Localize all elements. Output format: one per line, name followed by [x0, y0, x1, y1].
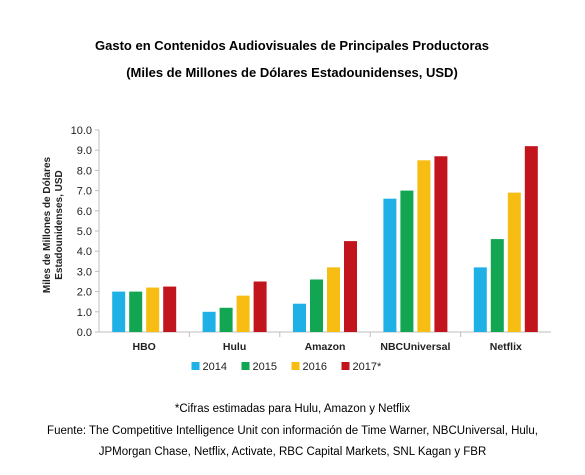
- bar-amazon-2016: [327, 267, 340, 332]
- bar-netflix-2016: [507, 192, 521, 332]
- footnote-estimates: *Cifras estimadas para Hulu, Amazon y Ne…: [174, 403, 411, 415]
- legend-label: 2015: [253, 361, 277, 373]
- plot-area: 0.0 1.0 2.0 3.0 4.0 5.0 6.0 7.0 8.0 9.0 10.0 HBO Hul…: [71, 125, 551, 373]
- bar-amazon-2014: [293, 303, 306, 332]
- bar-hulu-2014: [202, 311, 216, 332]
- bar-hbo-2015: [129, 291, 143, 332]
- legend-swatch: [291, 362, 300, 370]
- bar-hulu-2016: [236, 295, 250, 332]
- bar-nbcuniversal-2014: [383, 198, 397, 332]
- x-category-label: Hulu: [223, 341, 246, 353]
- y-axis-label-line1: Miles de Millones de Dólares: [42, 156, 53, 293]
- x-category-label: Amazon: [305, 341, 346, 353]
- bar-amazon-2015: [310, 279, 323, 332]
- bar-hbo-2017: [163, 286, 177, 332]
- x-category-label: HBO: [133, 341, 156, 353]
- legend-label: 2014: [203, 361, 227, 373]
- y-tick-label: 1.0: [77, 307, 92, 319]
- y-axis-label-line2: Estadounidenses, USD: [54, 170, 65, 279]
- legend-swatch: [341, 362, 350, 370]
- y-tick-label: 8.0: [77, 165, 92, 177]
- y-tick-label: 5.0: [77, 226, 92, 238]
- x-category-label: Netflix: [490, 341, 522, 353]
- legend-label: 2016: [303, 361, 327, 373]
- bar-hbo-2016: [146, 287, 160, 332]
- bar-hulu-2017: [253, 281, 267, 332]
- y-tick-label: 2.0: [77, 287, 92, 299]
- legend-label: 2017*: [353, 361, 382, 373]
- bar-netflix-2017: [524, 146, 538, 332]
- y-tick-label: 0.0: [77, 327, 92, 339]
- y-tick-label: 4.0: [77, 246, 92, 258]
- bar-hbo-2014: [112, 291, 126, 332]
- legend-swatch: [191, 362, 200, 370]
- bar-chart: Gasto en Contenidos Audiovisuales de Pri…: [42, 38, 551, 373]
- y-tick-label: 10.0: [71, 125, 92, 137]
- bar-hulu-2015: [219, 307, 233, 332]
- chart-title: Gasto en Contenidos Audiovisuales de Pri…: [95, 38, 489, 53]
- x-category-label: NBCUniversal: [380, 341, 450, 353]
- bar-amazon-2017: [344, 241, 357, 332]
- bar-netflix-2015: [490, 239, 504, 332]
- y-tick-label: 9.0: [77, 145, 92, 157]
- bar-netflix-2014: [473, 267, 487, 332]
- legend-swatch: [241, 362, 250, 370]
- bar-nbcuniversal-2017: [434, 156, 448, 332]
- footnote-source-line2: JPMorgan Chase, Netflix, Activate, RBC C…: [98, 446, 487, 458]
- y-tick-label: 3.0: [77, 266, 92, 278]
- y-tick-label: 7.0: [77, 186, 92, 198]
- footnote-source-line1: Fuente: The Competitive Intelligence Uni…: [47, 425, 538, 437]
- y-tick-label: 6.0: [77, 206, 92, 218]
- bar-nbcuniversal-2016: [417, 160, 431, 332]
- chart-subtitle: (Miles de Millones de Dólares Estadounid…: [126, 65, 458, 80]
- bar-nbcuniversal-2015: [400, 190, 414, 332]
